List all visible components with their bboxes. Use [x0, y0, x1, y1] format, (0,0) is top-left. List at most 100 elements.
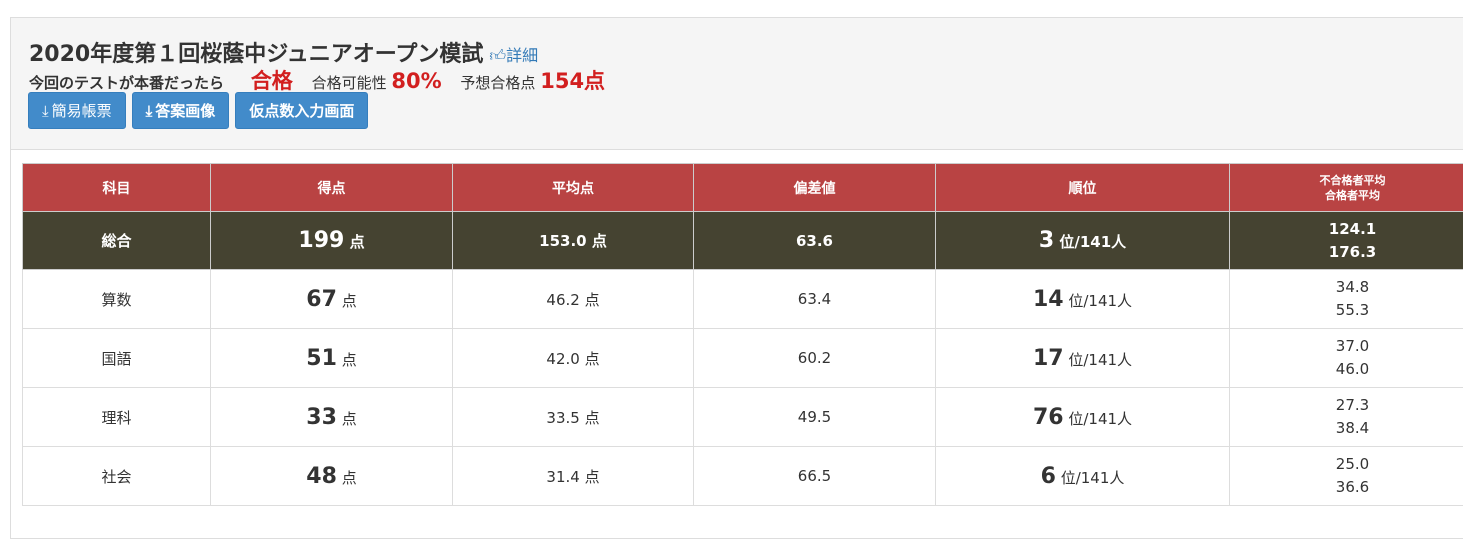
- pass-avg: 36.6: [1336, 478, 1369, 496]
- fail-avg: 34.8: [1336, 278, 1369, 296]
- score: 51 点: [211, 329, 453, 388]
- unit: 位: [1068, 292, 1083, 310]
- col-subject: 科目: [23, 164, 211, 212]
- btn-label: 簡易帳票: [52, 100, 112, 121]
- rank-value: 76: [1033, 405, 1064, 430]
- probability-value: 80%: [391, 69, 441, 93]
- deviation: 66.5: [694, 447, 936, 506]
- total-people: /141人: [1083, 292, 1132, 310]
- pass-avg-header: 合格者平均: [1325, 189, 1380, 202]
- subject: 算数: [23, 270, 211, 329]
- unit: 点: [342, 292, 357, 310]
- pass-avg: 55.3: [1336, 301, 1369, 319]
- score: 199 点: [211, 212, 453, 270]
- download-icon: ⤓: [146, 102, 153, 120]
- total-people: /141人: [1083, 351, 1132, 369]
- thumbs-up-icon: 👍︎: [489, 46, 506, 65]
- unit: 位: [1061, 469, 1076, 487]
- result-badge: 合格: [251, 69, 293, 93]
- title-text: 2020年度第１回桜蔭中ジュニアオープン模試: [29, 42, 483, 67]
- fail-avg: 124.1: [1329, 220, 1376, 238]
- download-icon: ⤓: [42, 102, 49, 120]
- rank: 17 位/141人: [936, 329, 1230, 388]
- col-score: 得点: [211, 164, 453, 212]
- table-row: 総合 199 点 153.0 点 63.6 3 位/141人 124.1 176.…: [23, 212, 1463, 270]
- table-row: 算数 67 点 46.2 点 63.4 14 位/141人 34.8 55.3: [23, 270, 1463, 329]
- simple-report-button[interactable]: ⤓簡易帳票: [28, 92, 126, 129]
- fail-avg-header: 不合格者平均: [1320, 174, 1386, 187]
- rank: 3 位/141人: [936, 212, 1230, 270]
- pass-fail-avg: 27.3 38.4: [1230, 388, 1463, 447]
- score: 67 点: [211, 270, 453, 329]
- score-value: 51: [306, 346, 337, 371]
- provisional-input-button[interactable]: 仮点数入力画面: [235, 92, 368, 129]
- btn-label: 仮点数入力画面: [249, 100, 354, 121]
- page-title: 2020年度第１回桜蔭中ジュニアオープン模試 👍︎詳細: [29, 36, 538, 68]
- col-deviation: 偏差値: [694, 164, 936, 212]
- if-real-label: 今回のテストが本番だったら: [29, 74, 224, 92]
- rank-value: 3: [1039, 228, 1054, 253]
- average: 33.5 点: [453, 388, 694, 447]
- fail-avg: 27.3: [1336, 396, 1369, 414]
- score-table: 科目 得点 平均点 偏差値 順位 不合格者平均合格者平均 総合 199 点 15…: [22, 163, 1463, 506]
- expected-value: 154点: [540, 69, 605, 93]
- fail-avg: 37.0: [1336, 337, 1369, 355]
- total-people: /141人: [1076, 469, 1125, 487]
- unit: 点: [342, 410, 357, 428]
- average: 31.4 点: [453, 447, 694, 506]
- average: 46.2 点: [453, 270, 694, 329]
- score: 33 点: [211, 388, 453, 447]
- table-row: 国語 51 点 42.0 点 60.2 17 位/141人 37.0 46.0: [23, 329, 1463, 388]
- subject: 国語: [23, 329, 211, 388]
- pass-avg: 46.0: [1336, 360, 1369, 378]
- total-people: /141人: [1074, 233, 1126, 251]
- col-pass-fail-avg: 不合格者平均合格者平均: [1230, 164, 1463, 212]
- unit: 位: [1059, 233, 1074, 251]
- rank-value: 17: [1033, 346, 1064, 371]
- pass-fail-avg: 34.8 55.3: [1230, 270, 1463, 329]
- table-row: 社会 48 点 31.4 点 66.5 6 位/141人 25.0 36.6: [23, 447, 1463, 506]
- unit: 点: [350, 233, 365, 251]
- unit: 点: [342, 351, 357, 369]
- total-people: /141人: [1083, 410, 1132, 428]
- rank: 14 位/141人: [936, 270, 1230, 329]
- average: 42.0 点: [453, 329, 694, 388]
- table-header: 科目 得点 平均点 偏差値 順位 不合格者平均合格者平均: [23, 164, 1463, 212]
- pass-avg: 176.3: [1329, 243, 1376, 261]
- rank-value: 6: [1041, 464, 1056, 489]
- subject: 理科: [23, 388, 211, 447]
- pass-fail-avg: 25.0 36.6: [1230, 447, 1463, 506]
- pass-fail-avg: 37.0 46.0: [1230, 329, 1463, 388]
- col-average: 平均点: [453, 164, 694, 212]
- pass-avg: 38.4: [1336, 419, 1369, 437]
- unit: 位: [1068, 351, 1083, 369]
- deviation: 49.5: [694, 388, 936, 447]
- deviation: 63.6: [694, 212, 936, 270]
- btn-label: 答案画像: [155, 100, 215, 121]
- detail-label: 詳細: [506, 46, 538, 65]
- fail-avg: 25.0: [1336, 455, 1369, 473]
- answer-image-button[interactable]: ⤓答案画像: [132, 92, 230, 129]
- score-value: 199: [298, 228, 344, 253]
- expected-label: 予想合格点: [460, 74, 535, 92]
- deviation: 63.4: [694, 270, 936, 329]
- unit: 点: [342, 469, 357, 487]
- unit: 位: [1068, 410, 1083, 428]
- result-panel: 2020年度第１回桜蔭中ジュニアオープン模試 👍︎詳細 今回のテストが本番だったら…: [10, 17, 1463, 539]
- table-row: 理科 33 点 33.5 点 49.5 76 位/141人 27.3 38.4: [23, 388, 1463, 447]
- panel-heading: 2020年度第１回桜蔭中ジュニアオープン模試 👍︎詳細 今回のテストが本番だったら…: [11, 18, 1463, 150]
- score: 48 点: [211, 447, 453, 506]
- subject: 社会: [23, 447, 211, 506]
- rank: 6 位/141人: [936, 447, 1230, 506]
- score-value: 48: [306, 464, 337, 489]
- score-value: 67: [306, 287, 337, 312]
- deviation: 60.2: [694, 329, 936, 388]
- col-rank: 順位: [936, 164, 1230, 212]
- subject: 総合: [23, 212, 211, 270]
- rank: 76 位/141人: [936, 388, 1230, 447]
- judgement-line: 今回のテストが本番だったら 合格 合格可能性 80% 予想合格点 154点: [29, 65, 605, 95]
- probability-label: 合格可能性: [312, 74, 387, 92]
- detail-link[interactable]: 👍︎詳細: [489, 46, 538, 65]
- average: 153.0 点: [453, 212, 694, 270]
- score-value: 33: [306, 405, 337, 430]
